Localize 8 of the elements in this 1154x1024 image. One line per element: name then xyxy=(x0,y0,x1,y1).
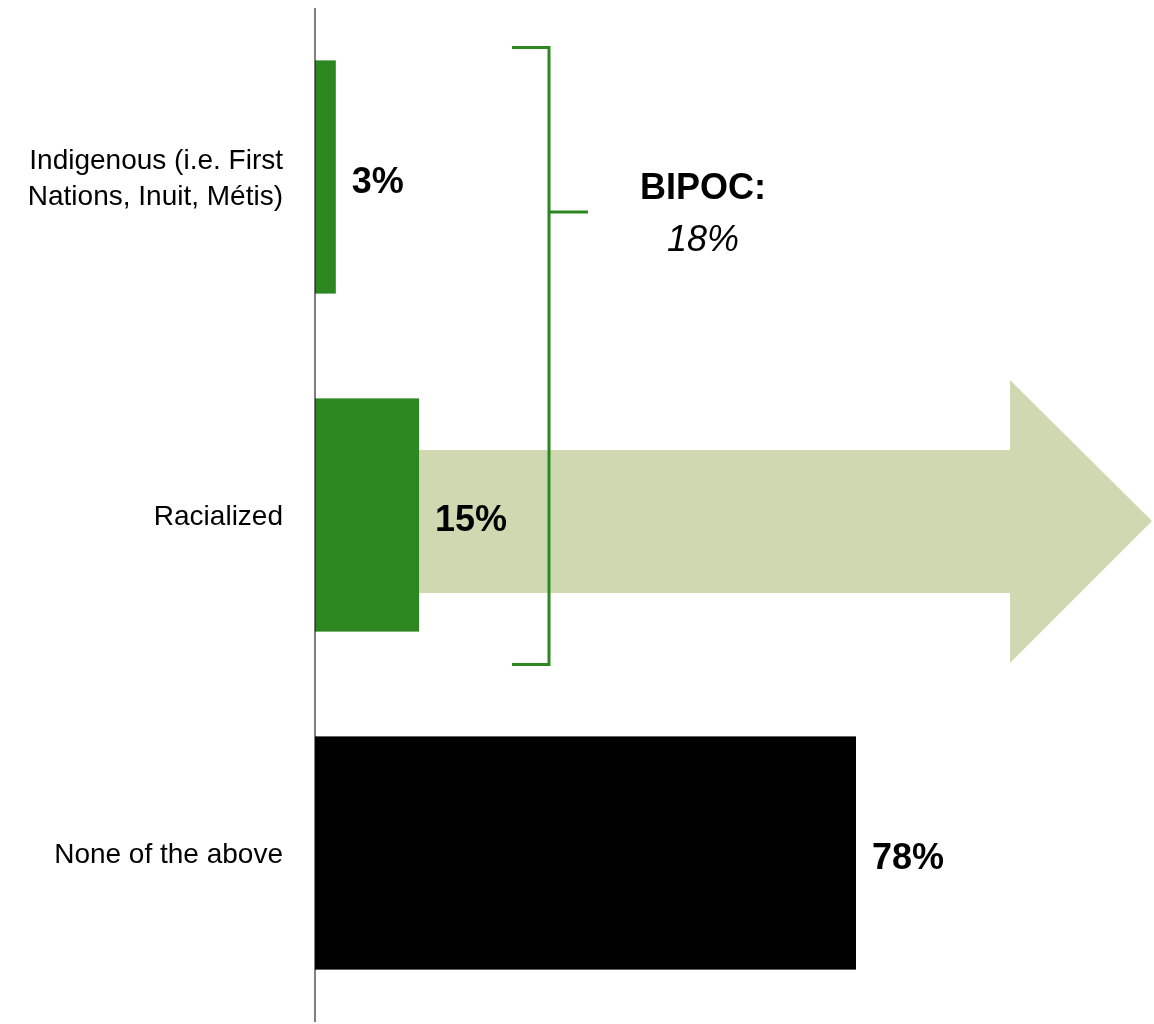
annotation: BIPOC: xyxy=(640,165,766,207)
data-label: 78% xyxy=(872,835,945,877)
y-tick-label: None of the above xyxy=(54,837,283,869)
y-tick-label: Indigenous (i.e. First Nations, Inuit, Métis) xyxy=(27,143,284,211)
y-tick-label: Racialized xyxy=(153,499,283,531)
annotation: 18% xyxy=(666,217,740,259)
data-label: 3% xyxy=(351,159,404,201)
data-label: 15% xyxy=(435,497,508,539)
